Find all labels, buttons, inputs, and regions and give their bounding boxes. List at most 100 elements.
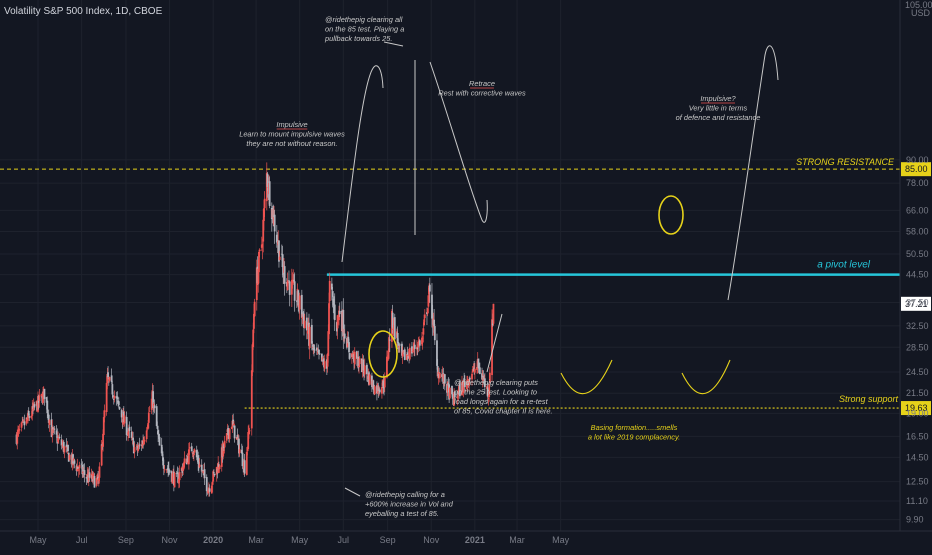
chart-title: Volatility S&P 500 Index, 1D, CBOE	[4, 6, 163, 17]
candle-body	[423, 314, 426, 319]
pointer-line-calling	[344, 487, 361, 497]
candle-body	[110, 375, 113, 383]
candle-body	[258, 252, 260, 273]
time-tick-label: 2021	[465, 535, 485, 545]
candle-body	[192, 454, 195, 456]
candle-body	[362, 359, 365, 371]
annotation-impulsive-2-line: Impulsive?	[700, 94, 736, 103]
price-tick-label: 12.50	[906, 477, 929, 487]
time-tick-label: Sep	[118, 535, 134, 545]
candle-body	[451, 386, 453, 395]
candle-body	[93, 476, 96, 488]
candle-body	[373, 386, 376, 395]
candle-body	[306, 331, 309, 334]
candle-body	[448, 387, 451, 399]
candle-body	[156, 425, 159, 429]
candle-body	[47, 414, 50, 423]
candle-body	[488, 383, 491, 398]
support-price-text: 19.63	[905, 403, 928, 413]
candle-body	[326, 353, 329, 367]
candle-body	[293, 281, 296, 301]
candle-body	[251, 344, 254, 373]
support-price-tag	[901, 401, 931, 416]
price-tick-label: 9.90	[906, 515, 924, 525]
candle-body	[38, 395, 41, 401]
basing-arc-2	[681, 359, 731, 395]
price-tick-label: 24.50	[906, 367, 929, 377]
pointer-line-puts	[486, 313, 503, 373]
candle-body	[243, 460, 246, 474]
candle-body	[417, 341, 420, 348]
candle-body	[237, 438, 240, 439]
candle-body	[245, 451, 248, 475]
annotation-calling-600-line: @ridethepig calling for a	[365, 490, 445, 499]
annotation-clearing-85-line: @ridethepig clearing all	[325, 15, 403, 24]
candle-body	[232, 419, 235, 425]
candle-body	[288, 280, 290, 282]
candle-body	[358, 365, 360, 368]
current-price-tag	[901, 296, 931, 311]
candle-body	[176, 472, 179, 474]
candle-body	[481, 373, 483, 380]
candle-body	[397, 342, 400, 349]
candle-body	[98, 466, 101, 478]
candle-body	[308, 326, 311, 349]
candle-body	[116, 396, 119, 400]
candle-body	[328, 303, 330, 335]
candle-body	[398, 345, 400, 348]
candle-body	[338, 310, 340, 321]
candle-body	[25, 417, 28, 424]
candle-body	[283, 266, 286, 284]
candle-body	[137, 444, 140, 448]
candle-body	[386, 356, 388, 378]
candle-body	[162, 457, 165, 466]
candle-body	[137, 448, 139, 451]
candle-body	[182, 466, 185, 471]
candle-body	[112, 395, 114, 397]
candle-body	[191, 452, 194, 454]
candle-body	[406, 354, 408, 360]
candle-body	[190, 446, 193, 452]
pivot-test-circle	[658, 195, 684, 235]
candle-body	[487, 398, 490, 399]
time-tick-label: 2020	[203, 535, 223, 545]
candle-body	[466, 379, 469, 381]
resistance-price-text: 85.00	[905, 164, 928, 174]
candle-body	[118, 406, 121, 410]
candle-body	[387, 350, 390, 360]
candle-body	[222, 443, 225, 457]
candle-body	[207, 490, 210, 494]
candle-body	[416, 347, 419, 349]
candle-body	[388, 339, 391, 341]
candle-body	[297, 290, 300, 306]
candle-body	[238, 438, 240, 454]
candle-body	[366, 364, 368, 375]
candle-body	[102, 417, 105, 436]
candle-body	[152, 391, 155, 409]
candle-body	[63, 446, 66, 453]
candle-body	[105, 382, 108, 413]
candle-body	[305, 317, 308, 331]
candle-body	[40, 393, 43, 397]
candle-body	[403, 349, 406, 360]
price-tick-label: 32.50	[906, 321, 929, 331]
candle-body	[478, 367, 481, 375]
candle-body	[125, 416, 128, 436]
price-tick-label: 11.10	[906, 496, 928, 506]
candle-body	[457, 389, 460, 395]
candle-body	[278, 256, 281, 261]
candle-body	[258, 249, 261, 252]
candle-body	[22, 420, 25, 422]
candle-body	[108, 377, 111, 381]
candle-body	[92, 474, 95, 476]
candle-body	[298, 295, 301, 310]
candle-body	[491, 319, 493, 376]
candle-body	[290, 279, 293, 295]
candle-body	[227, 428, 230, 436]
candle-body	[288, 281, 291, 295]
candle-body	[241, 452, 244, 467]
candle-body	[73, 460, 76, 464]
candle-body	[113, 395, 116, 399]
